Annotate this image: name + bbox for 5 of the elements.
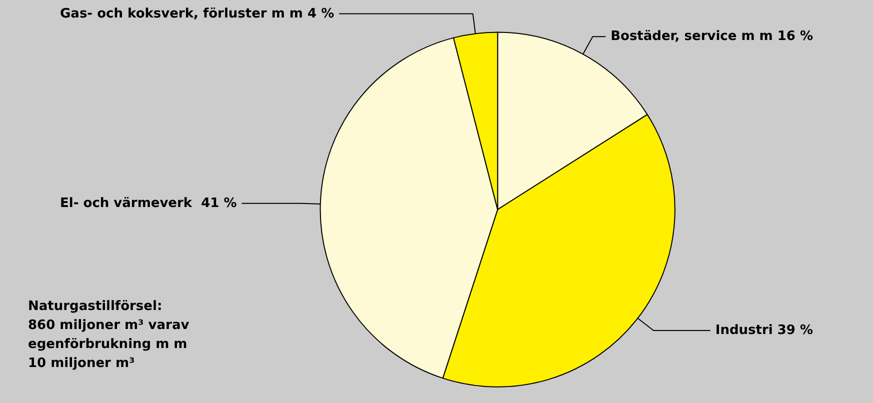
slice-label: El- och värmeverk 41 % — [60, 196, 237, 211]
slice-label: Bostäder, service m m 16 % — [610, 29, 813, 44]
text: Naturgastillförsel: 860 miljoner m³ varav egenförbrukning m m 10 miljoner m³ — [28, 299, 190, 371]
slice-label: Industri 39 % — [715, 323, 813, 338]
slice-label: Gas- och koksverk, förluster m m 4 % — [60, 6, 334, 22]
